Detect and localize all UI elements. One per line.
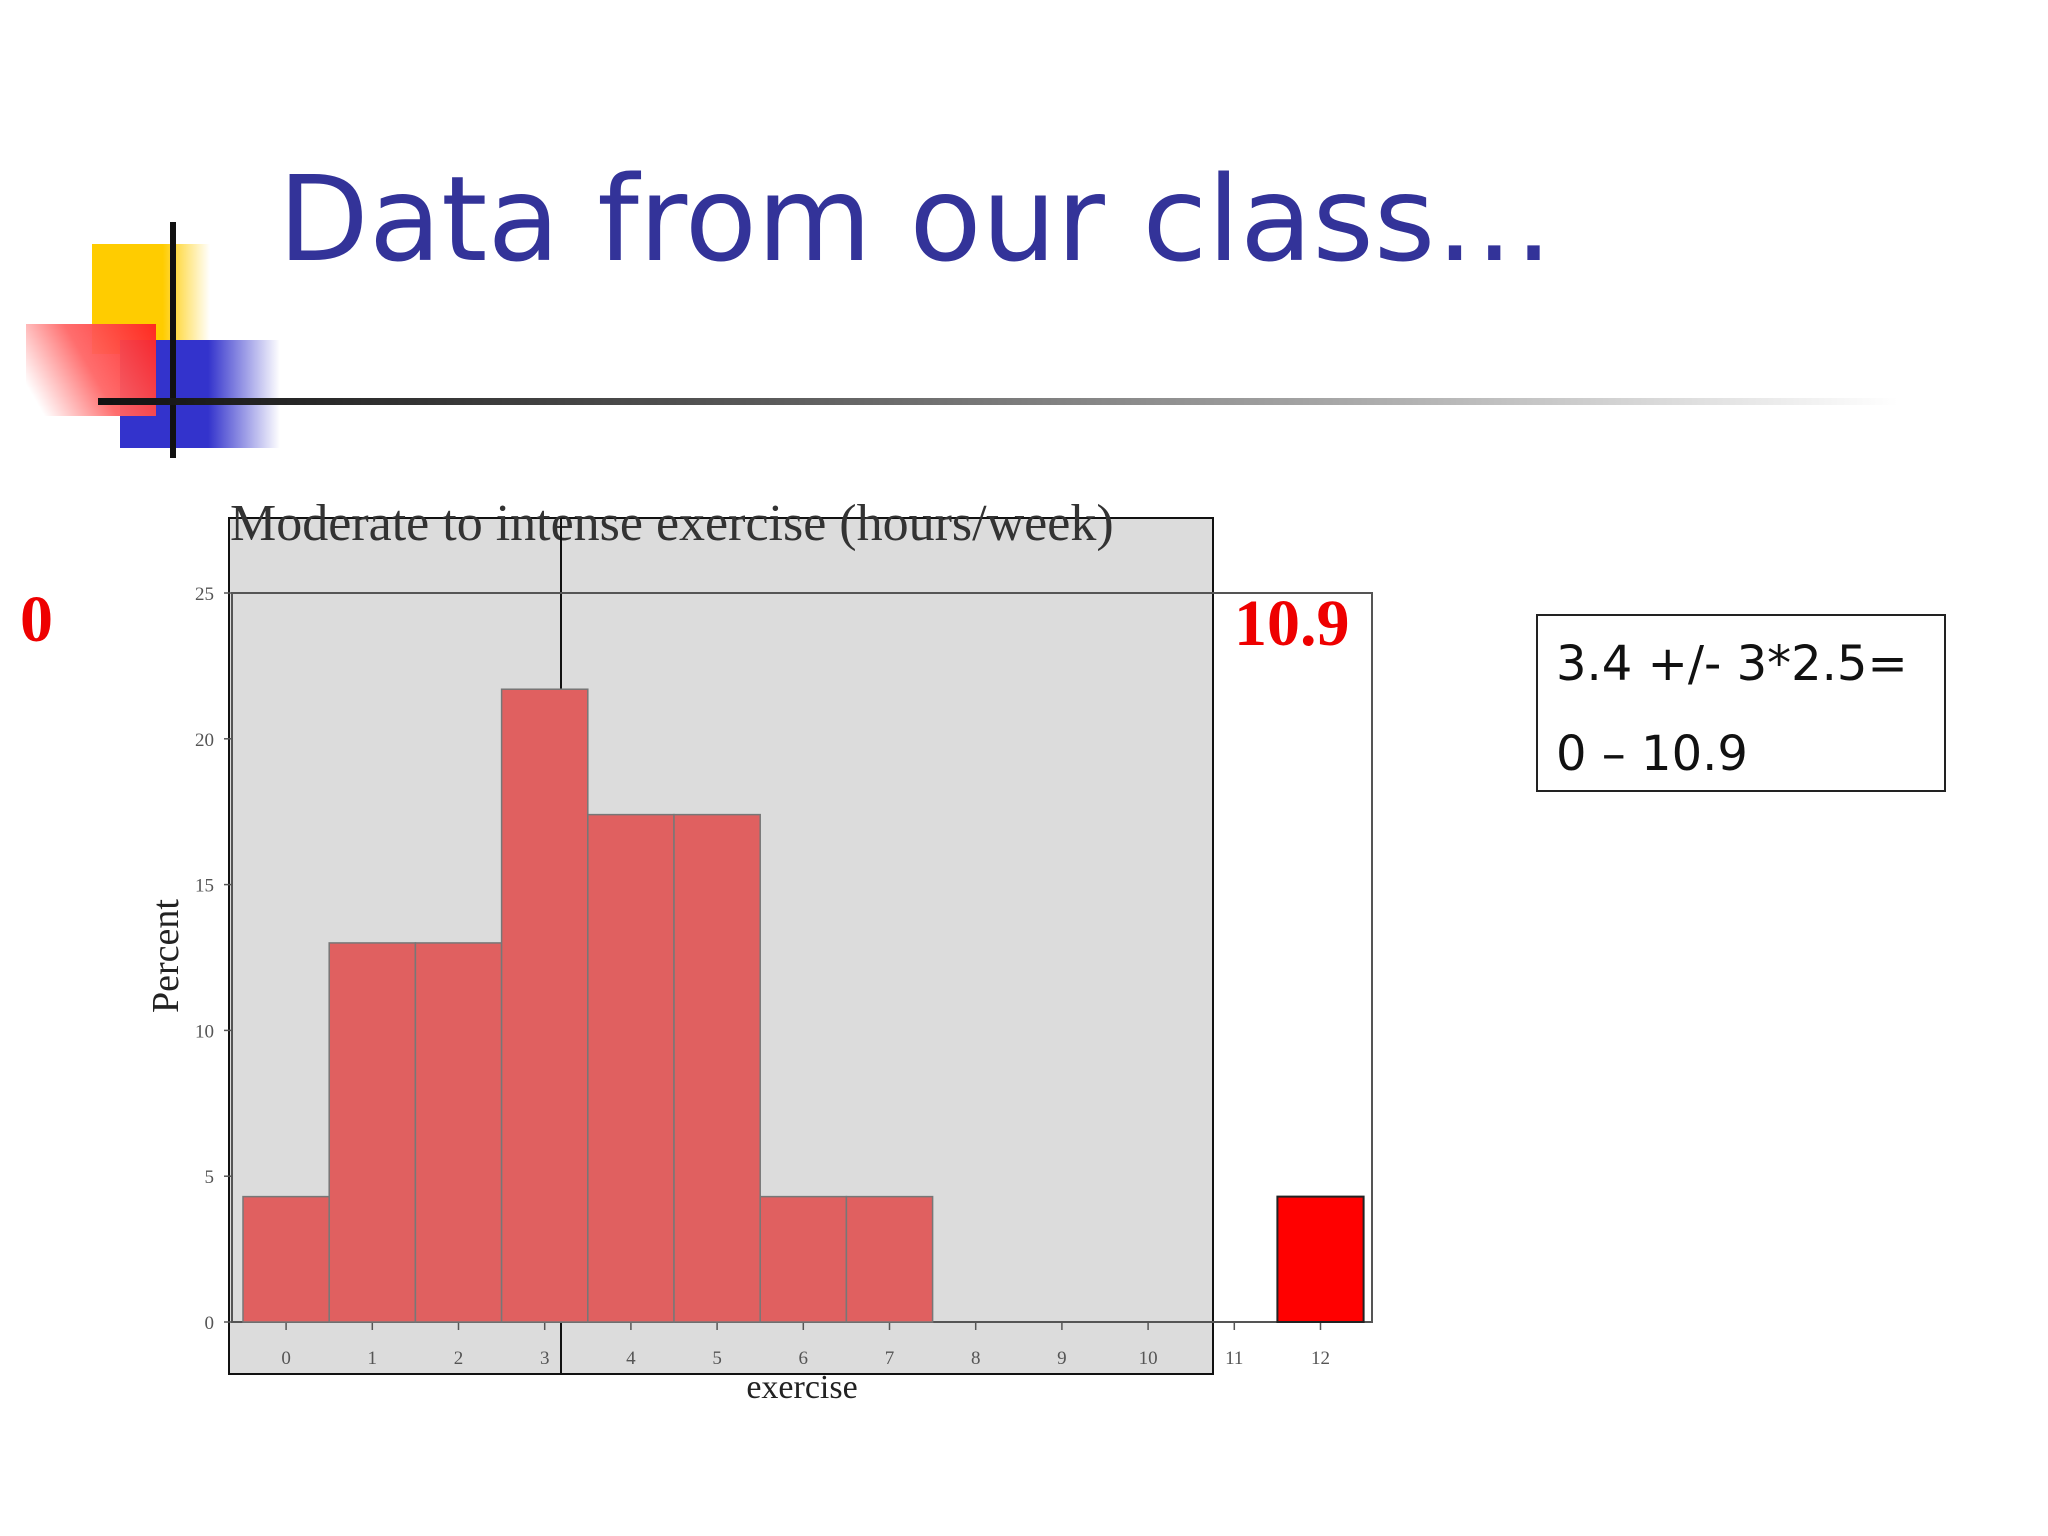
- x-tick-label-6: 6: [799, 1348, 809, 1369]
- bar-0: [242, 1195, 330, 1323]
- upper-bound-label: 10.9: [1234, 587, 1350, 660]
- chart-title: Moderate to intense exercise (hours/week…: [230, 495, 1114, 552]
- formula-line-1: 3.4 +/- 3*2.5=: [1556, 636, 1908, 692]
- y-tick-label-20: 20: [195, 730, 214, 751]
- bar-2: [414, 942, 503, 1323]
- y-axis: 0 5 10 15 20 25: [195, 584, 232, 1334]
- formula-box: 3.4 +/- 3*2.5= 0 – 10.9: [1536, 614, 1946, 792]
- x-tick-label-11: 11: [1225, 1348, 1243, 1369]
- y-tick-label-10: 10: [195, 1021, 214, 1042]
- x-tick-label-8: 8: [971, 1348, 981, 1369]
- x-tick-label-12: 12: [1311, 1348, 1330, 1369]
- x-axis: 0 1 2 3 4 5 6 7 8 9 10 11 12: [281, 1322, 1330, 1369]
- bar-5: [673, 813, 761, 1323]
- x-tick-label-2: 2: [454, 1348, 464, 1369]
- bars-group: [242, 688, 1365, 1324]
- x-tick-label-10: 10: [1139, 1348, 1158, 1369]
- x-tick-label-0: 0: [281, 1348, 291, 1369]
- x-tick-label-4: 4: [626, 1348, 636, 1369]
- y-tick-label-5: 5: [205, 1167, 215, 1188]
- bar-1: [328, 942, 417, 1323]
- y-axis-label: Percent: [145, 899, 187, 1013]
- x-axis-label: exercise: [746, 1369, 857, 1406]
- formula-line-2: 0 – 10.9: [1556, 726, 1748, 782]
- title-underline: [98, 398, 1898, 405]
- decor-vertical-rule: [170, 222, 176, 458]
- x-tick-label-1: 1: [368, 1348, 378, 1369]
- bar-3: [500, 688, 589, 1323]
- x-tick-label-5: 5: [712, 1348, 722, 1369]
- y-tick-label-0: 0: [205, 1313, 215, 1334]
- bar-6: [759, 1195, 848, 1323]
- x-tick-label-7: 7: [885, 1348, 895, 1369]
- page-title: Data from our class…: [278, 150, 1554, 288]
- x-tick-label-3: 3: [540, 1348, 550, 1369]
- lower-bound-label: 0: [20, 583, 53, 656]
- y-tick-label-25: 25: [195, 584, 214, 605]
- y-tick-label-15: 15: [195, 876, 214, 897]
- bar-12: [1276, 1195, 1365, 1324]
- x-tick-label-9: 9: [1057, 1348, 1067, 1369]
- bar-4: [587, 813, 675, 1323]
- bar-7: [845, 1195, 934, 1323]
